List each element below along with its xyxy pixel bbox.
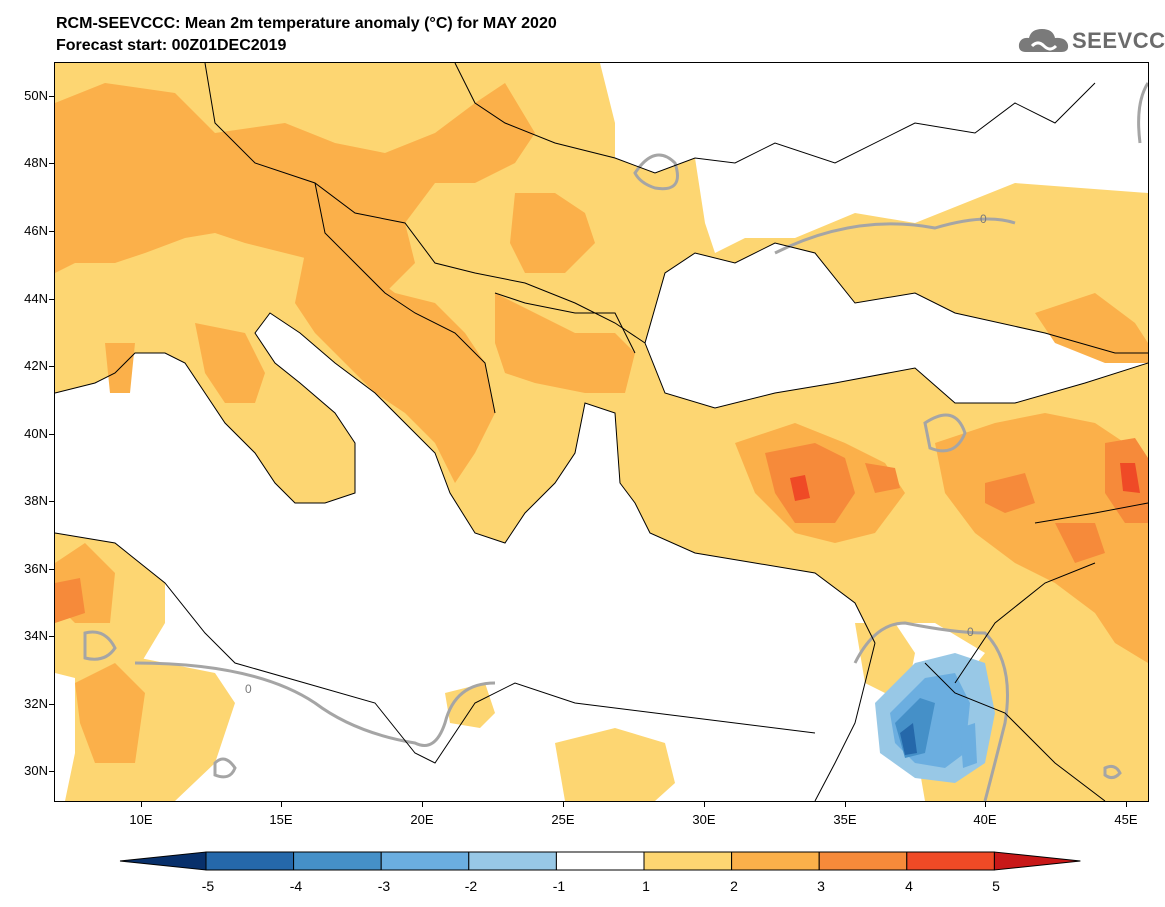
lat-tick	[49, 231, 54, 232]
colorbar-label: 5	[992, 878, 1000, 894]
lat-label-48n: 48N	[24, 155, 48, 170]
colorbar-segment	[293, 851, 382, 871]
lon-label-20e: 20E	[410, 812, 434, 827]
lat-label-46n: 46N	[24, 223, 48, 238]
zero-contours	[83, 82, 1148, 801]
lat-label-44n: 44N	[24, 291, 48, 306]
anomaly-area-egypt	[555, 728, 675, 801]
cloud-logo-icon	[1018, 29, 1069, 52]
anomaly-band-4-5	[790, 463, 1140, 501]
colorbar-label: -1	[552, 878, 566, 894]
lon-tick	[704, 802, 705, 807]
colorbar-segment	[818, 851, 908, 871]
lat-tick	[49, 636, 54, 637]
lon-tick	[141, 802, 142, 807]
lat-tick	[49, 501, 54, 502]
lat-label-40n: 40N	[24, 426, 48, 441]
colorbar-label: -5	[201, 878, 215, 894]
lon-label-15e: 15E	[269, 812, 293, 827]
lat-label-36n: 36N	[24, 561, 48, 576]
lon-label-35e: 35E	[833, 812, 857, 827]
temperature-anomaly-map: 0 0 0	[55, 63, 1148, 801]
lon-label-45e: 45E	[1114, 812, 1138, 827]
logo-text: SEEVCCC	[1072, 28, 1165, 53]
colorbar-label: 1	[642, 878, 650, 894]
colorbar-segment	[555, 851, 645, 871]
lat-label-50n: 50N	[24, 88, 48, 103]
lon-label-40e: 40E	[973, 812, 997, 827]
colorbar-segment	[380, 851, 470, 871]
lat-label-34n: 34N	[24, 628, 48, 643]
lon-tick	[985, 802, 986, 807]
coastlines-and-borders	[55, 63, 1148, 801]
zero-contour-label: 0	[245, 682, 252, 696]
colorbar-label: 2	[730, 878, 738, 894]
lat-label-42n: 42N	[24, 358, 48, 373]
colorbar-segment	[468, 851, 557, 871]
lat-tick	[49, 96, 54, 97]
lat-tick	[49, 704, 54, 705]
colorbar-segment	[906, 851, 995, 871]
lon-label-25e: 25E	[551, 812, 575, 827]
colorbar-label: -2	[464, 878, 478, 894]
lat-tick	[49, 366, 54, 367]
colorbar-max-arrow	[993, 851, 1081, 871]
negative-anomaly-area	[875, 653, 995, 783]
lon-label-30e: 30E	[692, 812, 716, 827]
colorbar-label: 3	[817, 878, 825, 894]
lat-label-30n: 30N	[24, 763, 48, 778]
colorbar-segment	[731, 851, 820, 871]
zero-contour-label: 0	[980, 212, 987, 226]
zero-contour-label: 0	[967, 625, 974, 639]
seevccc-logo: SEEVCCC	[1018, 24, 1165, 56]
colorbar	[119, 851, 1081, 871]
lon-tick	[845, 802, 846, 807]
anomaly-band-2-3	[55, 83, 1148, 763]
lat-label-32n: 32N	[24, 696, 48, 711]
lat-tick	[49, 163, 54, 164]
lat-label-38n: 38N	[24, 493, 48, 508]
lat-tick	[49, 299, 54, 300]
colorbar-label: -4	[289, 878, 303, 894]
colorbar-min-arrow	[119, 851, 207, 871]
lon-tick	[563, 802, 564, 807]
lat-tick	[49, 434, 54, 435]
colorbar-label: -3	[377, 878, 391, 894]
map-panel: 0 0 0	[54, 62, 1149, 802]
lon-tick	[1126, 802, 1127, 807]
anomaly-area-cyrenaica	[445, 683, 495, 728]
lon-tick	[281, 802, 282, 807]
colorbar-segment	[643, 851, 733, 871]
map-title: RCM-SEEVCCC: Mean 2m temperature anomaly…	[56, 15, 557, 32]
lat-tick	[49, 569, 54, 570]
map-subtitle: Forecast start: 00Z01DEC2019	[56, 37, 287, 54]
colorbar-label: 4	[905, 878, 913, 894]
lat-tick	[49, 771, 54, 772]
colorbar-segment	[205, 851, 295, 871]
lon-label-10e: 10E	[129, 812, 153, 827]
lon-tick	[422, 802, 423, 807]
